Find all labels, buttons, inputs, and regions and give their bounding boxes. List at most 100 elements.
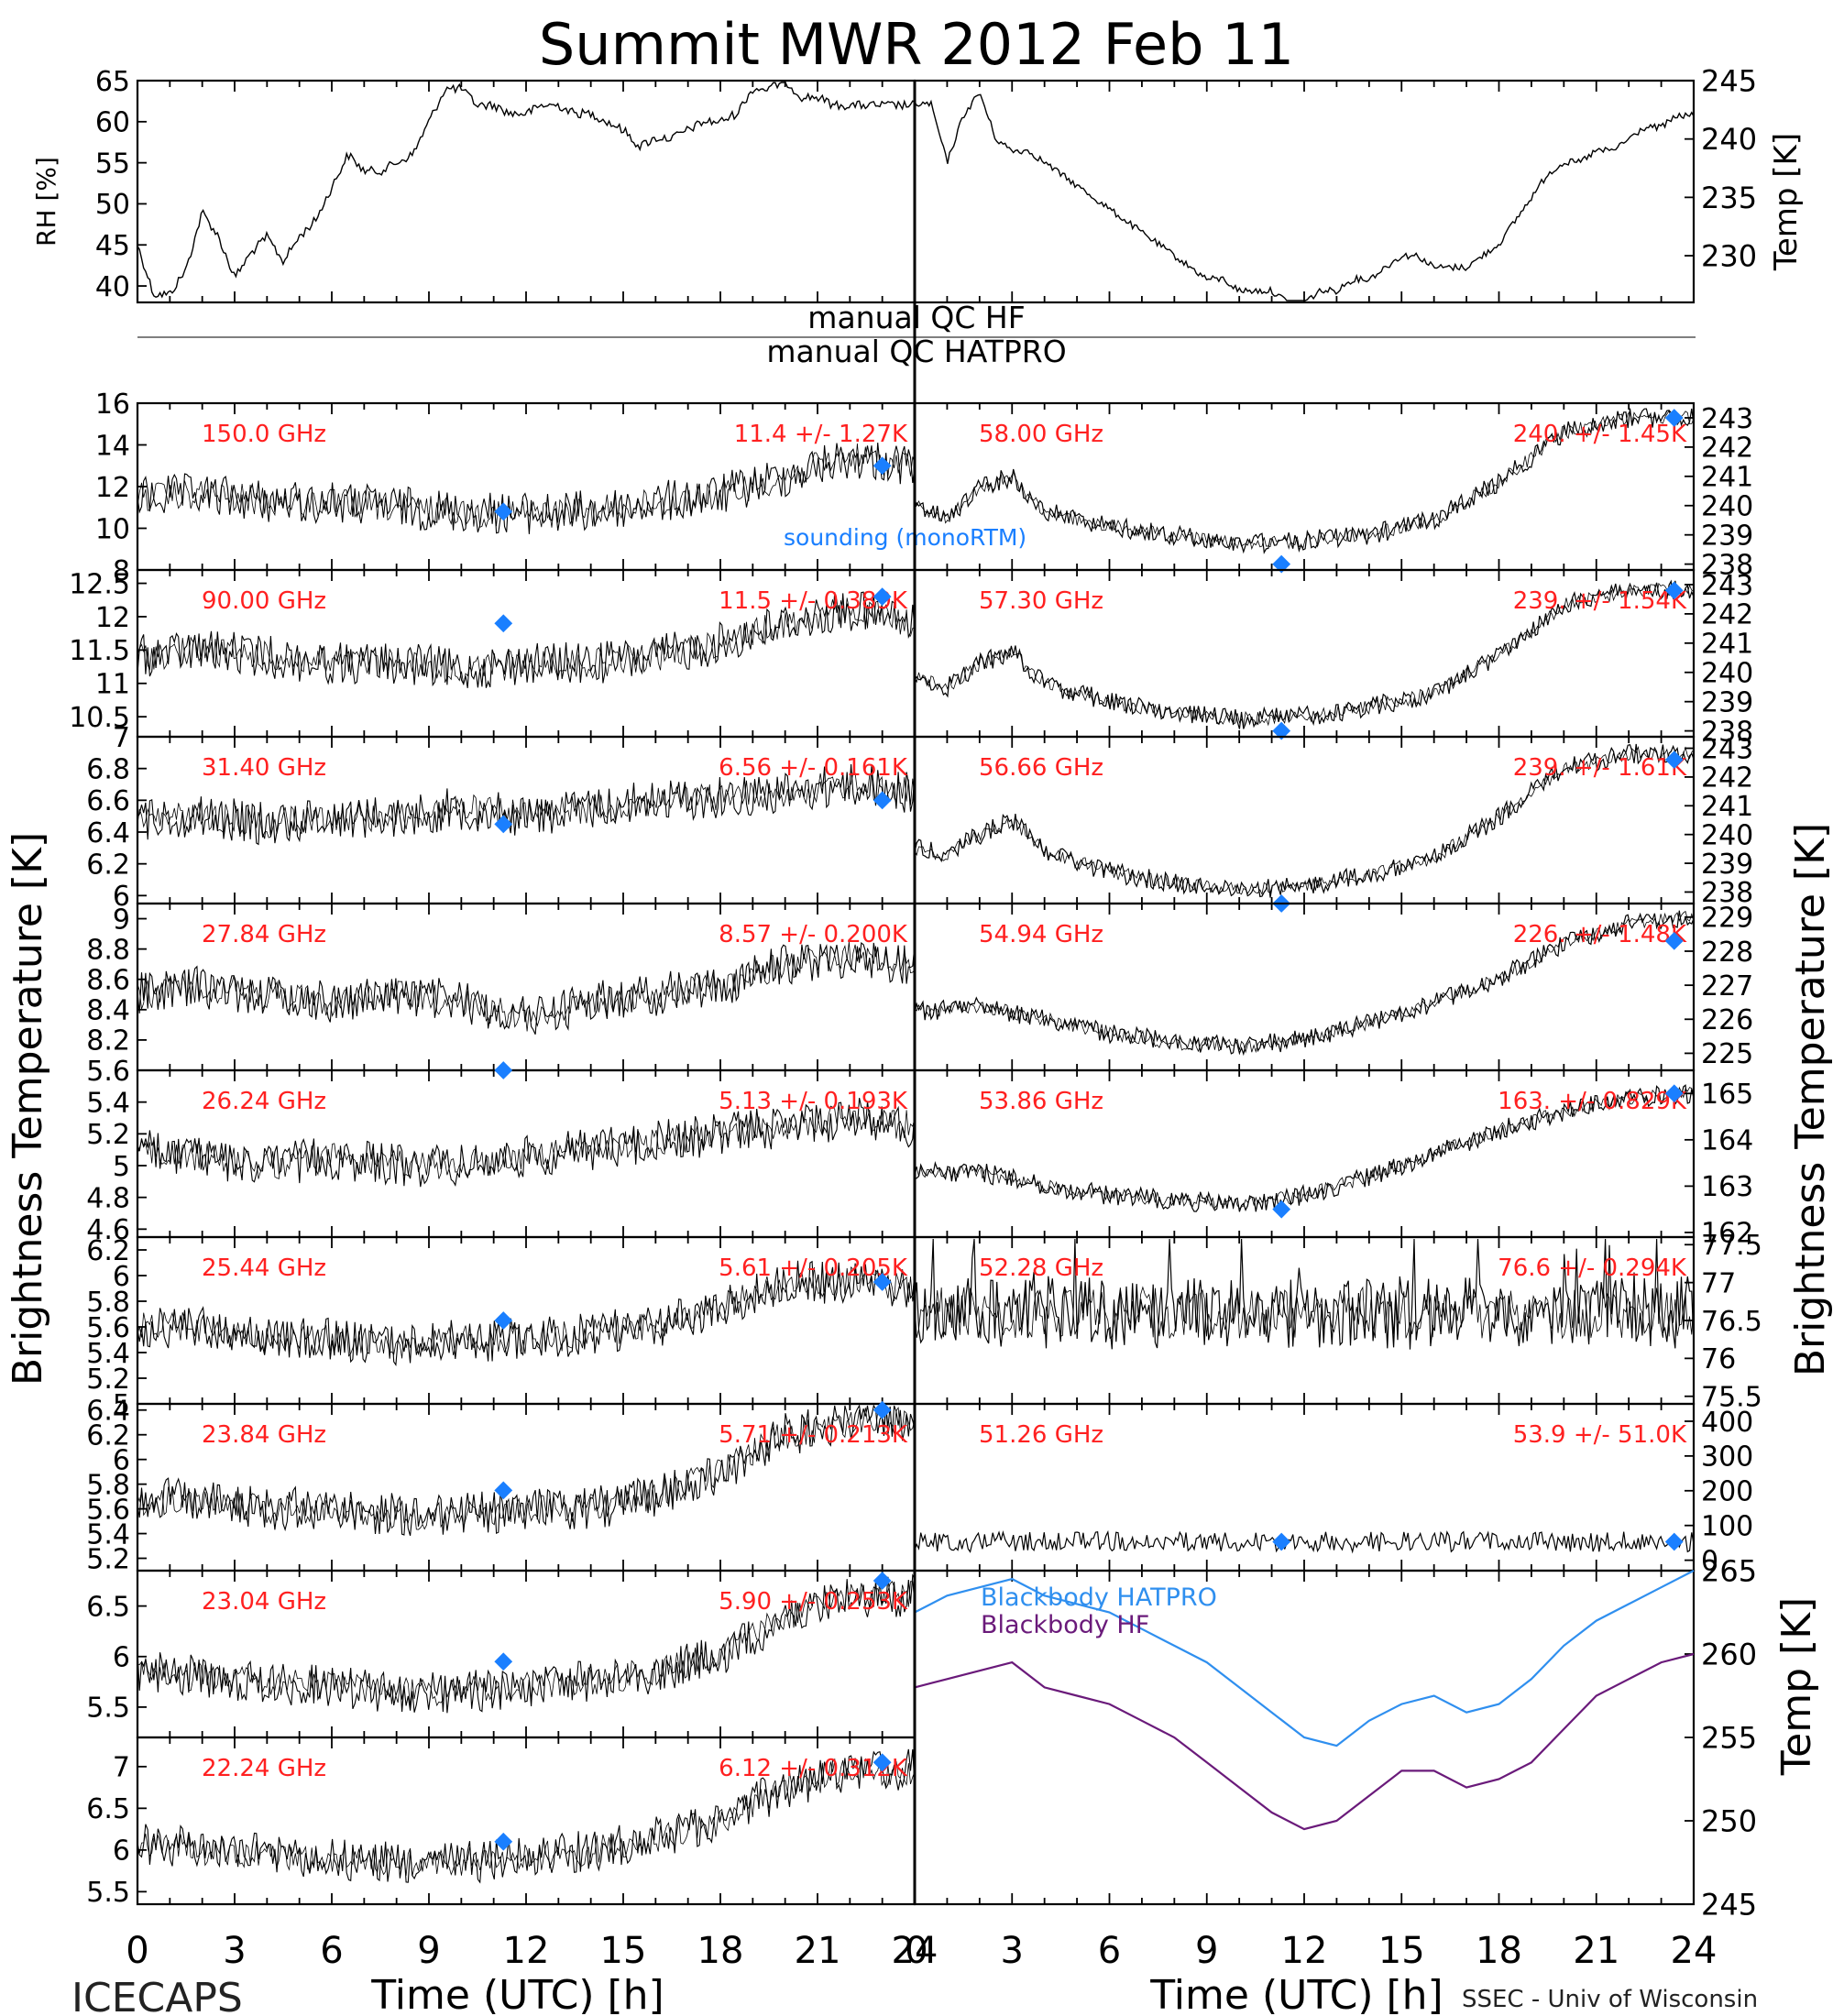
sounding-marker	[494, 614, 513, 633]
sounding-marker	[1664, 409, 1684, 427]
y-tick-label: 6	[113, 1835, 130, 1868]
frequency-label: 51.26 GHz	[979, 1421, 1103, 1449]
frequency-label: 31.40 GHz	[202, 754, 326, 782]
frequency-label: 53.86 GHz	[979, 1088, 1103, 1115]
y-tick-label: 100	[1701, 1511, 1753, 1543]
channel-trace	[137, 1406, 916, 1530]
frequency-label: 52.28 GHz	[979, 1255, 1103, 1282]
stats-label: 6.56 +/- 0.161K	[719, 754, 908, 782]
y-tick-label: 75.5	[1701, 1382, 1762, 1414]
y-tick-label: 77	[1701, 1267, 1736, 1299]
y-tick-label: 243	[1701, 733, 1753, 765]
y-tick-label: 235	[1701, 181, 1757, 215]
sounding-marker	[494, 1481, 513, 1500]
sounding-marker	[494, 815, 513, 834]
sounding-marker	[873, 1753, 892, 1772]
sounding-marker	[494, 502, 513, 521]
y-tick-label: 200	[1701, 1476, 1753, 1508]
y-tick-label: 5.4	[86, 1087, 130, 1119]
y-tick-label: 5.4	[86, 1338, 130, 1370]
sounding-marker	[873, 587, 892, 607]
y-tick-label: 5.6	[86, 1312, 130, 1344]
x-tick-label: 24	[1671, 1930, 1718, 1972]
y-tick-label: 45	[95, 230, 130, 262]
y-tick-label: 12	[95, 602, 130, 634]
channel-trace	[914, 410, 1695, 551]
temp-panel: 230 235 240 245	[913, 64, 1757, 304]
y-tick-label: 8.2	[86, 1025, 130, 1057]
y-tick-label: 5.2	[86, 1364, 130, 1396]
x-tick-label: 6	[320, 1930, 343, 1972]
y-tick-label: 242	[1701, 762, 1753, 794]
x-tick-label: 3	[1001, 1930, 1024, 1972]
x-tick-label: 15	[1378, 1930, 1425, 1972]
frequency-label: 23.04 GHz	[202, 1588, 326, 1616]
frequency-label: 23.84 GHz	[202, 1421, 326, 1449]
y-tick-label: 9	[113, 904, 130, 936]
y-tick-label: 11.5	[69, 635, 130, 667]
y-tick-label: 77.5	[1701, 1230, 1762, 1262]
stats-label: 76.6 +/- 0.294K	[1498, 1255, 1687, 1282]
y-tick-label: 255	[1701, 1721, 1757, 1756]
y-tick-label: 6.4	[86, 1396, 130, 1428]
figure-title: Summit MWR 2012 Feb 11	[539, 11, 1294, 78]
y-tick-label: 6	[113, 881, 130, 913]
frequency-label: 54.94 GHz	[979, 921, 1103, 948]
qc-hf-label: manual QC HF	[807, 300, 1025, 335]
sounding-marker	[1664, 751, 1684, 770]
sounding-marker	[494, 1061, 513, 1079]
stats-label: 163. +/- 0.829K	[1498, 1088, 1687, 1115]
y-tick-label: 226	[1701, 1004, 1753, 1036]
channel-trace	[914, 745, 1695, 896]
channel-trace	[137, 443, 916, 534]
x-tick-label: 9	[417, 1930, 440, 1972]
y-tick-label: 8.8	[86, 934, 130, 966]
channel-trace	[914, 910, 1695, 1054]
y-tick-label: 10	[95, 513, 130, 545]
y-tick-label: 242	[1701, 433, 1753, 465]
y-tick-label: 5	[113, 1151, 130, 1183]
bb-temp-axis-label: Temp [K]	[1773, 1597, 1820, 1776]
frequency-label: 58.00 GHz	[979, 421, 1103, 448]
x-tick-label: 9	[1195, 1930, 1218, 1972]
y-tick-label: 245	[1701, 1888, 1757, 1923]
y-tick-label: 250	[1701, 1804, 1757, 1839]
y-tick-label: 230	[1701, 239, 1757, 274]
y-tick-label: 243	[1701, 570, 1753, 602]
y-tick-label: 5.8	[86, 1287, 130, 1319]
y-tick-label: 240	[1701, 819, 1753, 851]
y-tick-label: 40	[95, 271, 130, 303]
y-tick-label: 241	[1701, 629, 1753, 661]
sounding-marker	[873, 456, 892, 476]
y-tick-label: 229	[1701, 903, 1753, 935]
y-tick-label: 76	[1701, 1343, 1736, 1375]
channel-trace	[914, 1529, 1695, 1554]
y-tick-label: 8.4	[86, 995, 130, 1027]
frequency-label: 25.44 GHz	[202, 1255, 326, 1282]
bb-hf-legend: Blackbody HF	[981, 1611, 1149, 1639]
y-tick-label: 4.6	[86, 1214, 130, 1246]
x-tick-label: 12	[1281, 1930, 1328, 1972]
y-tick-label: 238	[1701, 549, 1753, 581]
x-tick-label: 6	[1098, 1930, 1121, 1972]
channel-trace	[914, 579, 1695, 729]
y-tick-label: 242	[1701, 599, 1753, 631]
bb-hf-line	[914, 1652, 1695, 1831]
qc-strip: manual QC HF manual QC HATPRO	[137, 300, 1696, 405]
y-tick-label: 241	[1701, 791, 1753, 823]
frequency-label: 150.0 GHz	[202, 421, 326, 448]
x-tick-label: 0	[126, 1930, 148, 1972]
channel-trace	[137, 1097, 916, 1188]
sounding-marker	[1272, 1532, 1291, 1551]
channel-trace	[137, 941, 916, 1035]
x-tick-label: 3	[223, 1930, 246, 1972]
channel-trace	[137, 1265, 916, 1359]
frequency-label: 90.00 GHz	[202, 587, 326, 615]
y-tick-label: 12.5	[69, 568, 130, 600]
x-tick-label: 15	[600, 1930, 647, 1972]
stats-label: 11.4 +/- 1.27K	[734, 421, 908, 448]
